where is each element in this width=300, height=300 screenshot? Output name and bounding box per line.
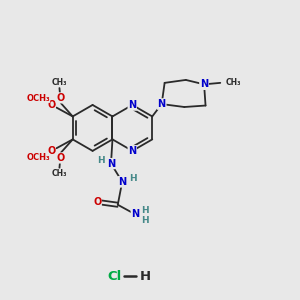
Text: CH₃: CH₃ xyxy=(52,78,67,87)
Text: N: N xyxy=(107,158,115,169)
Text: H: H xyxy=(141,206,149,215)
Text: O: O xyxy=(56,153,64,163)
Text: H: H xyxy=(97,155,104,164)
Text: N: N xyxy=(128,146,136,156)
Text: N: N xyxy=(107,158,115,169)
Text: N: N xyxy=(200,79,208,89)
Text: N: N xyxy=(131,208,140,219)
Text: O: O xyxy=(47,146,55,156)
Text: N: N xyxy=(118,177,126,187)
Text: N: N xyxy=(118,177,126,187)
Text: N: N xyxy=(128,100,136,110)
Text: Cl: Cl xyxy=(107,269,122,283)
Text: CH₃: CH₃ xyxy=(226,78,241,87)
Text: N: N xyxy=(200,79,208,89)
Text: OCH₃: OCH₃ xyxy=(26,94,50,103)
Text: N: N xyxy=(158,99,166,109)
Text: O: O xyxy=(56,93,64,103)
Text: H: H xyxy=(129,174,136,183)
Text: O: O xyxy=(93,197,101,207)
Text: OCH₃: OCH₃ xyxy=(26,153,50,162)
Text: N: N xyxy=(128,146,136,156)
Text: N: N xyxy=(131,208,140,219)
Text: H: H xyxy=(140,269,151,283)
Text: N: N xyxy=(128,100,136,110)
Text: O: O xyxy=(47,100,55,110)
Text: H: H xyxy=(141,216,149,225)
Text: N: N xyxy=(158,99,166,109)
Text: CH₃: CH₃ xyxy=(52,169,67,178)
